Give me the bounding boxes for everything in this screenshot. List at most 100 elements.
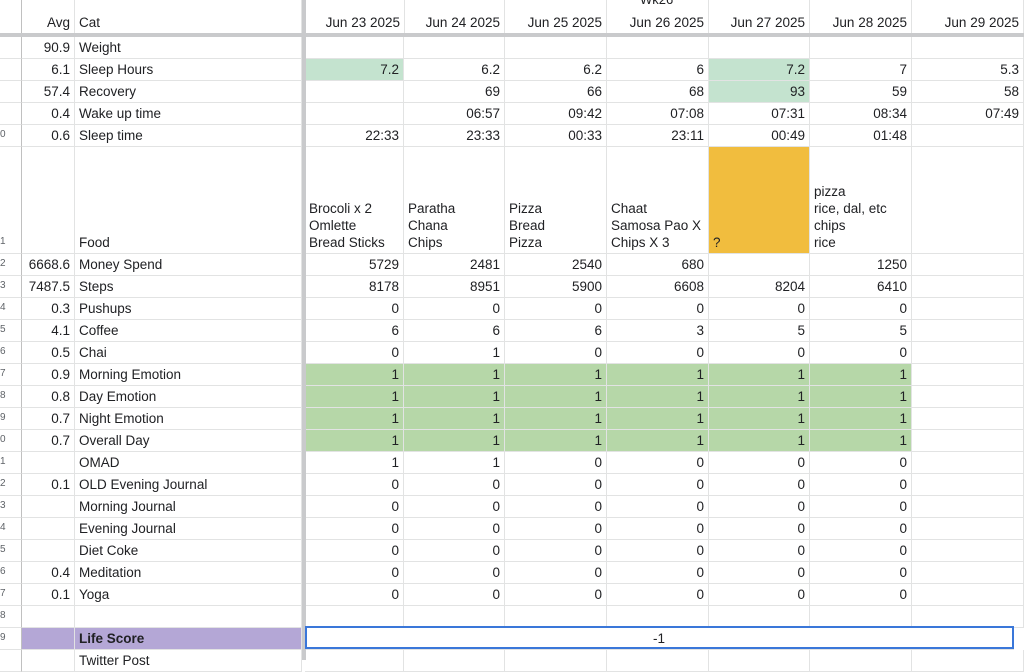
value-cell[interactable]: 0 <box>810 452 912 474</box>
category-label[interactable]: Diet Coke <box>75 540 302 562</box>
value-cell[interactable]: 7 <box>810 59 912 81</box>
value-cell[interactable]: 1 <box>709 430 810 452</box>
value-cell[interactable] <box>912 584 1024 606</box>
value-cell[interactable]: 0 <box>305 584 404 606</box>
value-cell[interactable]: 0 <box>709 562 810 584</box>
value-cell[interactable]: 0 <box>505 342 607 364</box>
avg-cell[interactable] <box>22 650 75 672</box>
value-cell[interactable]: 3 <box>607 320 709 342</box>
header-cat[interactable]: Cat <box>75 0 302 33</box>
row-number[interactable]: 0 <box>0 430 22 452</box>
value-cell[interactable]: 0 <box>505 298 607 320</box>
avg-cell[interactable]: 0.3 <box>22 298 75 320</box>
value-cell[interactable]: 0 <box>305 518 404 540</box>
value-cell[interactable]: 07:08 <box>607 103 709 125</box>
row-number[interactable]: 3 <box>0 276 22 298</box>
value-cell[interactable]: 0 <box>810 496 912 518</box>
value-cell[interactable]: 6410 <box>810 276 912 298</box>
value-cell[interactable]: 0 <box>810 518 912 540</box>
row-number[interactable]: 9 <box>0 408 22 430</box>
frozen-column-divider[interactable] <box>302 0 306 660</box>
value-cell[interactable] <box>912 386 1024 408</box>
value-cell[interactable] <box>709 254 810 276</box>
avg-cell[interactable] <box>22 452 75 474</box>
value-cell[interactable]: 1 <box>810 430 912 452</box>
value-cell[interactable]: 0 <box>810 298 912 320</box>
value-cell[interactable]: Pizza Bread Pizza <box>505 147 607 254</box>
value-cell[interactable] <box>810 650 912 672</box>
value-cell[interactable]: 0 <box>709 584 810 606</box>
value-cell[interactable] <box>404 606 505 628</box>
value-cell[interactable]: 1 <box>709 364 810 386</box>
value-cell[interactable]: 0 <box>404 518 505 540</box>
value-cell[interactable]: 0 <box>505 452 607 474</box>
value-cell[interactable]: Brocoli x 2 Omlette Bread Sticks <box>305 147 404 254</box>
value-cell[interactable]: 0 <box>709 474 810 496</box>
value-cell[interactable]: 6 <box>305 320 404 342</box>
row-number[interactable]: 7 <box>0 364 22 386</box>
value-cell[interactable]: 07:31 <box>709 103 810 125</box>
avg-cell[interactable]: 4.1 <box>22 320 75 342</box>
value-cell[interactable]: 1 <box>709 408 810 430</box>
row-number[interactable]: 3 <box>0 496 22 518</box>
avg-cell[interactable]: 0.6 <box>22 125 75 147</box>
value-cell[interactable]: 0 <box>305 474 404 496</box>
value-cell[interactable]: 1 <box>810 408 912 430</box>
row-number[interactable]: 5 <box>0 540 22 562</box>
date-header[interactable]: Jun 25 2025 <box>505 0 607 33</box>
value-cell[interactable]: 1 <box>810 364 912 386</box>
value-cell[interactable]: 1 <box>709 386 810 408</box>
value-cell[interactable]: Paratha Chana Chips <box>404 147 505 254</box>
value-cell[interactable]: 1 <box>404 408 505 430</box>
value-cell[interactable]: 1 <box>607 408 709 430</box>
row-number[interactable]: 4 <box>0 518 22 540</box>
row-number[interactable]: 2 <box>0 254 22 276</box>
avg-cell[interactable]: 0.1 <box>22 474 75 496</box>
value-cell[interactable]: 6 <box>607 59 709 81</box>
value-cell[interactable]: 0 <box>709 298 810 320</box>
row-number[interactable]: 0 <box>0 125 22 147</box>
value-cell[interactable]: 00:33 <box>505 125 607 147</box>
value-cell[interactable] <box>912 298 1024 320</box>
value-cell[interactable]: 08:34 <box>810 103 912 125</box>
value-cell[interactable] <box>305 81 404 103</box>
value-cell[interactable]: 0 <box>505 496 607 518</box>
value-cell[interactable] <box>912 276 1024 298</box>
value-cell[interactable]: 0 <box>709 540 810 562</box>
row-number[interactable]: 4 <box>0 298 22 320</box>
value-cell[interactable] <box>505 37 607 59</box>
category-label[interactable]: Chai <box>75 342 302 364</box>
value-cell[interactable]: 0 <box>505 474 607 496</box>
value-cell[interactable] <box>810 37 912 59</box>
value-cell[interactable] <box>912 408 1024 430</box>
value-cell[interactable]: 0 <box>810 342 912 364</box>
row-number[interactable]: 6 <box>0 562 22 584</box>
value-cell[interactable]: 0 <box>305 298 404 320</box>
life-score-merged-cell[interactable]: -1 <box>305 628 1014 650</box>
value-cell[interactable]: 0 <box>505 540 607 562</box>
value-cell[interactable]: 1 <box>607 364 709 386</box>
value-cell[interactable]: 0 <box>607 584 709 606</box>
value-cell[interactable]: 1 <box>607 386 709 408</box>
category-label[interactable]: Morning Journal <box>75 496 302 518</box>
value-cell[interactable] <box>607 37 709 59</box>
value-cell[interactable] <box>912 430 1024 452</box>
value-cell[interactable]: 0 <box>607 540 709 562</box>
value-cell[interactable] <box>404 650 505 672</box>
value-cell[interactable]: 0 <box>404 540 505 562</box>
value-cell[interactable] <box>912 364 1024 386</box>
row-number[interactable]: 9 <box>0 628 22 650</box>
value-cell[interactable]: 0 <box>305 562 404 584</box>
value-cell[interactable]: 8178 <box>305 276 404 298</box>
value-cell[interactable]: 58 <box>912 81 1024 103</box>
value-cell[interactable]: 680 <box>607 254 709 276</box>
row-number-header[interactable] <box>0 0 22 33</box>
category-label[interactable]: Weight <box>75 37 302 59</box>
value-cell[interactable]: 0 <box>607 298 709 320</box>
category-label[interactable]: Steps <box>75 276 302 298</box>
date-header[interactable]: Jun 27 2025 <box>709 0 810 33</box>
category-label[interactable]: OMAD <box>75 452 302 474</box>
avg-cell[interactable]: 0.7 <box>22 408 75 430</box>
value-cell[interactable]: 1 <box>404 386 505 408</box>
